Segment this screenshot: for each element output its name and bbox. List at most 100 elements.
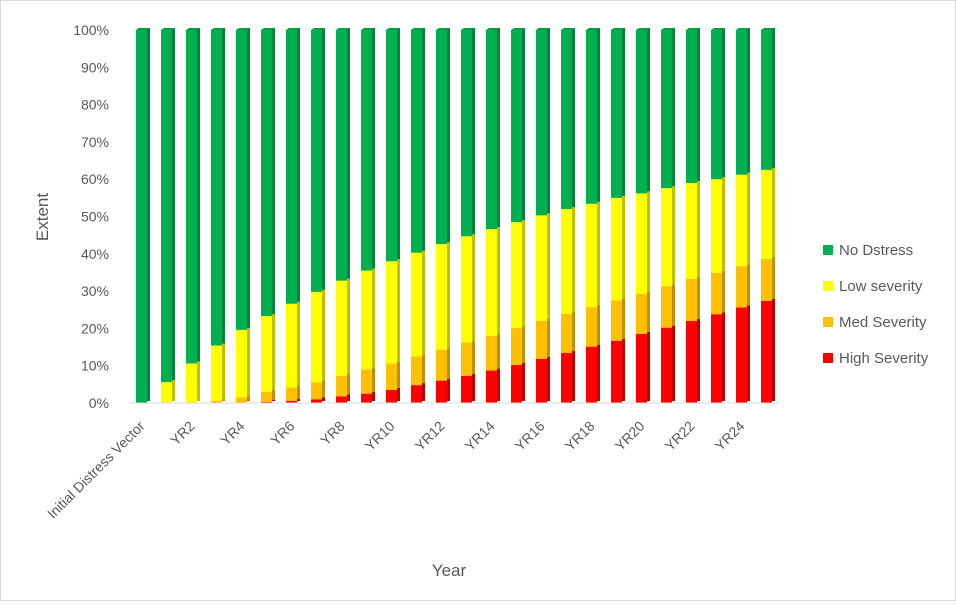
bar-segment bbox=[486, 30, 497, 229]
bar-segment-side bbox=[272, 390, 275, 400]
y-tick-label: 40% bbox=[81, 246, 109, 262]
bar-stack bbox=[386, 28, 400, 403]
bar-segment bbox=[661, 188, 672, 286]
bar-segment bbox=[636, 294, 647, 334]
bar-segment-side bbox=[272, 400, 275, 401]
bar-segment bbox=[286, 387, 297, 400]
x-tick-label: YR2 bbox=[167, 418, 198, 449]
bar-segment bbox=[386, 30, 397, 261]
bar-segment-side bbox=[472, 341, 475, 374]
bar-stack bbox=[711, 28, 725, 403]
bar-stack bbox=[161, 28, 175, 403]
bar-segment bbox=[511, 222, 522, 328]
bar-segment bbox=[361, 394, 372, 403]
legend-swatch bbox=[823, 281, 833, 291]
bar-segment bbox=[311, 382, 322, 399]
x-tick-label: YR8 bbox=[317, 418, 348, 449]
bar-segment-side bbox=[297, 385, 300, 398]
x-tick-label: YR6 bbox=[267, 418, 298, 449]
y-axis-title: Extent bbox=[33, 193, 52, 241]
bar-segment bbox=[611, 341, 622, 403]
bar-segment bbox=[511, 365, 522, 403]
bar-segment-side bbox=[522, 28, 525, 220]
x-tick-label: YR10 bbox=[362, 418, 398, 454]
bar-segment-side bbox=[197, 28, 200, 361]
bar-stack bbox=[136, 28, 150, 403]
y-tick-label: 10% bbox=[81, 358, 109, 374]
bar-segment bbox=[461, 376, 472, 403]
bar-segment bbox=[336, 30, 347, 281]
bar-segment-side bbox=[222, 28, 225, 344]
bar-segment-side bbox=[272, 314, 275, 390]
bar-segment bbox=[511, 328, 522, 365]
bar-segment-side bbox=[722, 271, 725, 312]
bar-stack bbox=[486, 28, 500, 403]
bar-segment-side bbox=[597, 305, 600, 345]
bar-segment-side bbox=[622, 28, 625, 196]
bar-segment-side bbox=[372, 392, 375, 401]
bar-segment-side bbox=[697, 28, 700, 181]
bar-stack bbox=[186, 28, 200, 403]
bar-segment-side bbox=[347, 279, 350, 374]
bar-segment bbox=[686, 30, 697, 183]
bar-segment bbox=[136, 30, 147, 403]
bar-segment bbox=[486, 371, 497, 403]
bar-segment-side bbox=[297, 302, 300, 386]
bar-segment-side bbox=[522, 363, 525, 401]
bar-segment-side bbox=[647, 28, 650, 191]
bar-segment-side bbox=[622, 196, 625, 299]
bar-segment bbox=[461, 30, 472, 236]
bar-segment bbox=[211, 346, 222, 401]
bar-segment bbox=[586, 30, 597, 204]
bar-stack bbox=[261, 28, 275, 403]
bar-segment-side bbox=[222, 399, 225, 401]
bar-segment bbox=[211, 30, 222, 346]
bar-segment bbox=[161, 382, 172, 403]
bar-segment bbox=[661, 328, 672, 403]
bar-segment-side bbox=[247, 328, 250, 396]
bar-segment bbox=[336, 281, 347, 376]
y-axis: 0%10%20%30%40%50%60%70%80%90%100% bbox=[73, 22, 109, 411]
bar-segment-side bbox=[672, 326, 675, 401]
x-tick-label: YR12 bbox=[412, 418, 448, 454]
x-axis-title: Year bbox=[432, 561, 467, 580]
bar-segment-side bbox=[747, 264, 750, 305]
bar-stack bbox=[236, 28, 250, 403]
bar-segment-side bbox=[347, 374, 350, 395]
bar-segment-side bbox=[672, 28, 675, 186]
bar-segment-side bbox=[172, 28, 175, 380]
bar-segment bbox=[561, 209, 572, 314]
bar-segment bbox=[761, 259, 772, 301]
bar-stack bbox=[361, 28, 375, 403]
bar-segment bbox=[711, 179, 722, 273]
bar-segment bbox=[486, 229, 497, 336]
bar-segment-side bbox=[622, 298, 625, 338]
bar-segment bbox=[411, 356, 422, 385]
bar-segment-side bbox=[422, 383, 425, 401]
bar-segment bbox=[536, 359, 547, 403]
bar-segment-side bbox=[372, 367, 375, 391]
bar-segment-side bbox=[747, 28, 750, 173]
bar-segment bbox=[186, 363, 197, 403]
bar-segment bbox=[411, 253, 422, 357]
bar-segment bbox=[711, 30, 722, 179]
bar-segment-side bbox=[372, 28, 375, 269]
bar-segment-side bbox=[747, 306, 750, 401]
bar-segment bbox=[636, 30, 647, 193]
bar-segment-side bbox=[472, 28, 475, 234]
bars bbox=[136, 28, 775, 403]
y-tick-label: 100% bbox=[73, 22, 109, 38]
bar-segment-side bbox=[472, 374, 475, 401]
bar-segment bbox=[411, 30, 422, 253]
bar-segment bbox=[486, 336, 497, 371]
bar-segment-side bbox=[547, 319, 550, 357]
bar-segment-side bbox=[347, 394, 350, 401]
bar-segment bbox=[186, 30, 197, 363]
bar-segment-side bbox=[347, 28, 350, 279]
bar-segment bbox=[311, 292, 322, 383]
bar-segment bbox=[611, 198, 622, 301]
bar-stack bbox=[636, 28, 650, 403]
